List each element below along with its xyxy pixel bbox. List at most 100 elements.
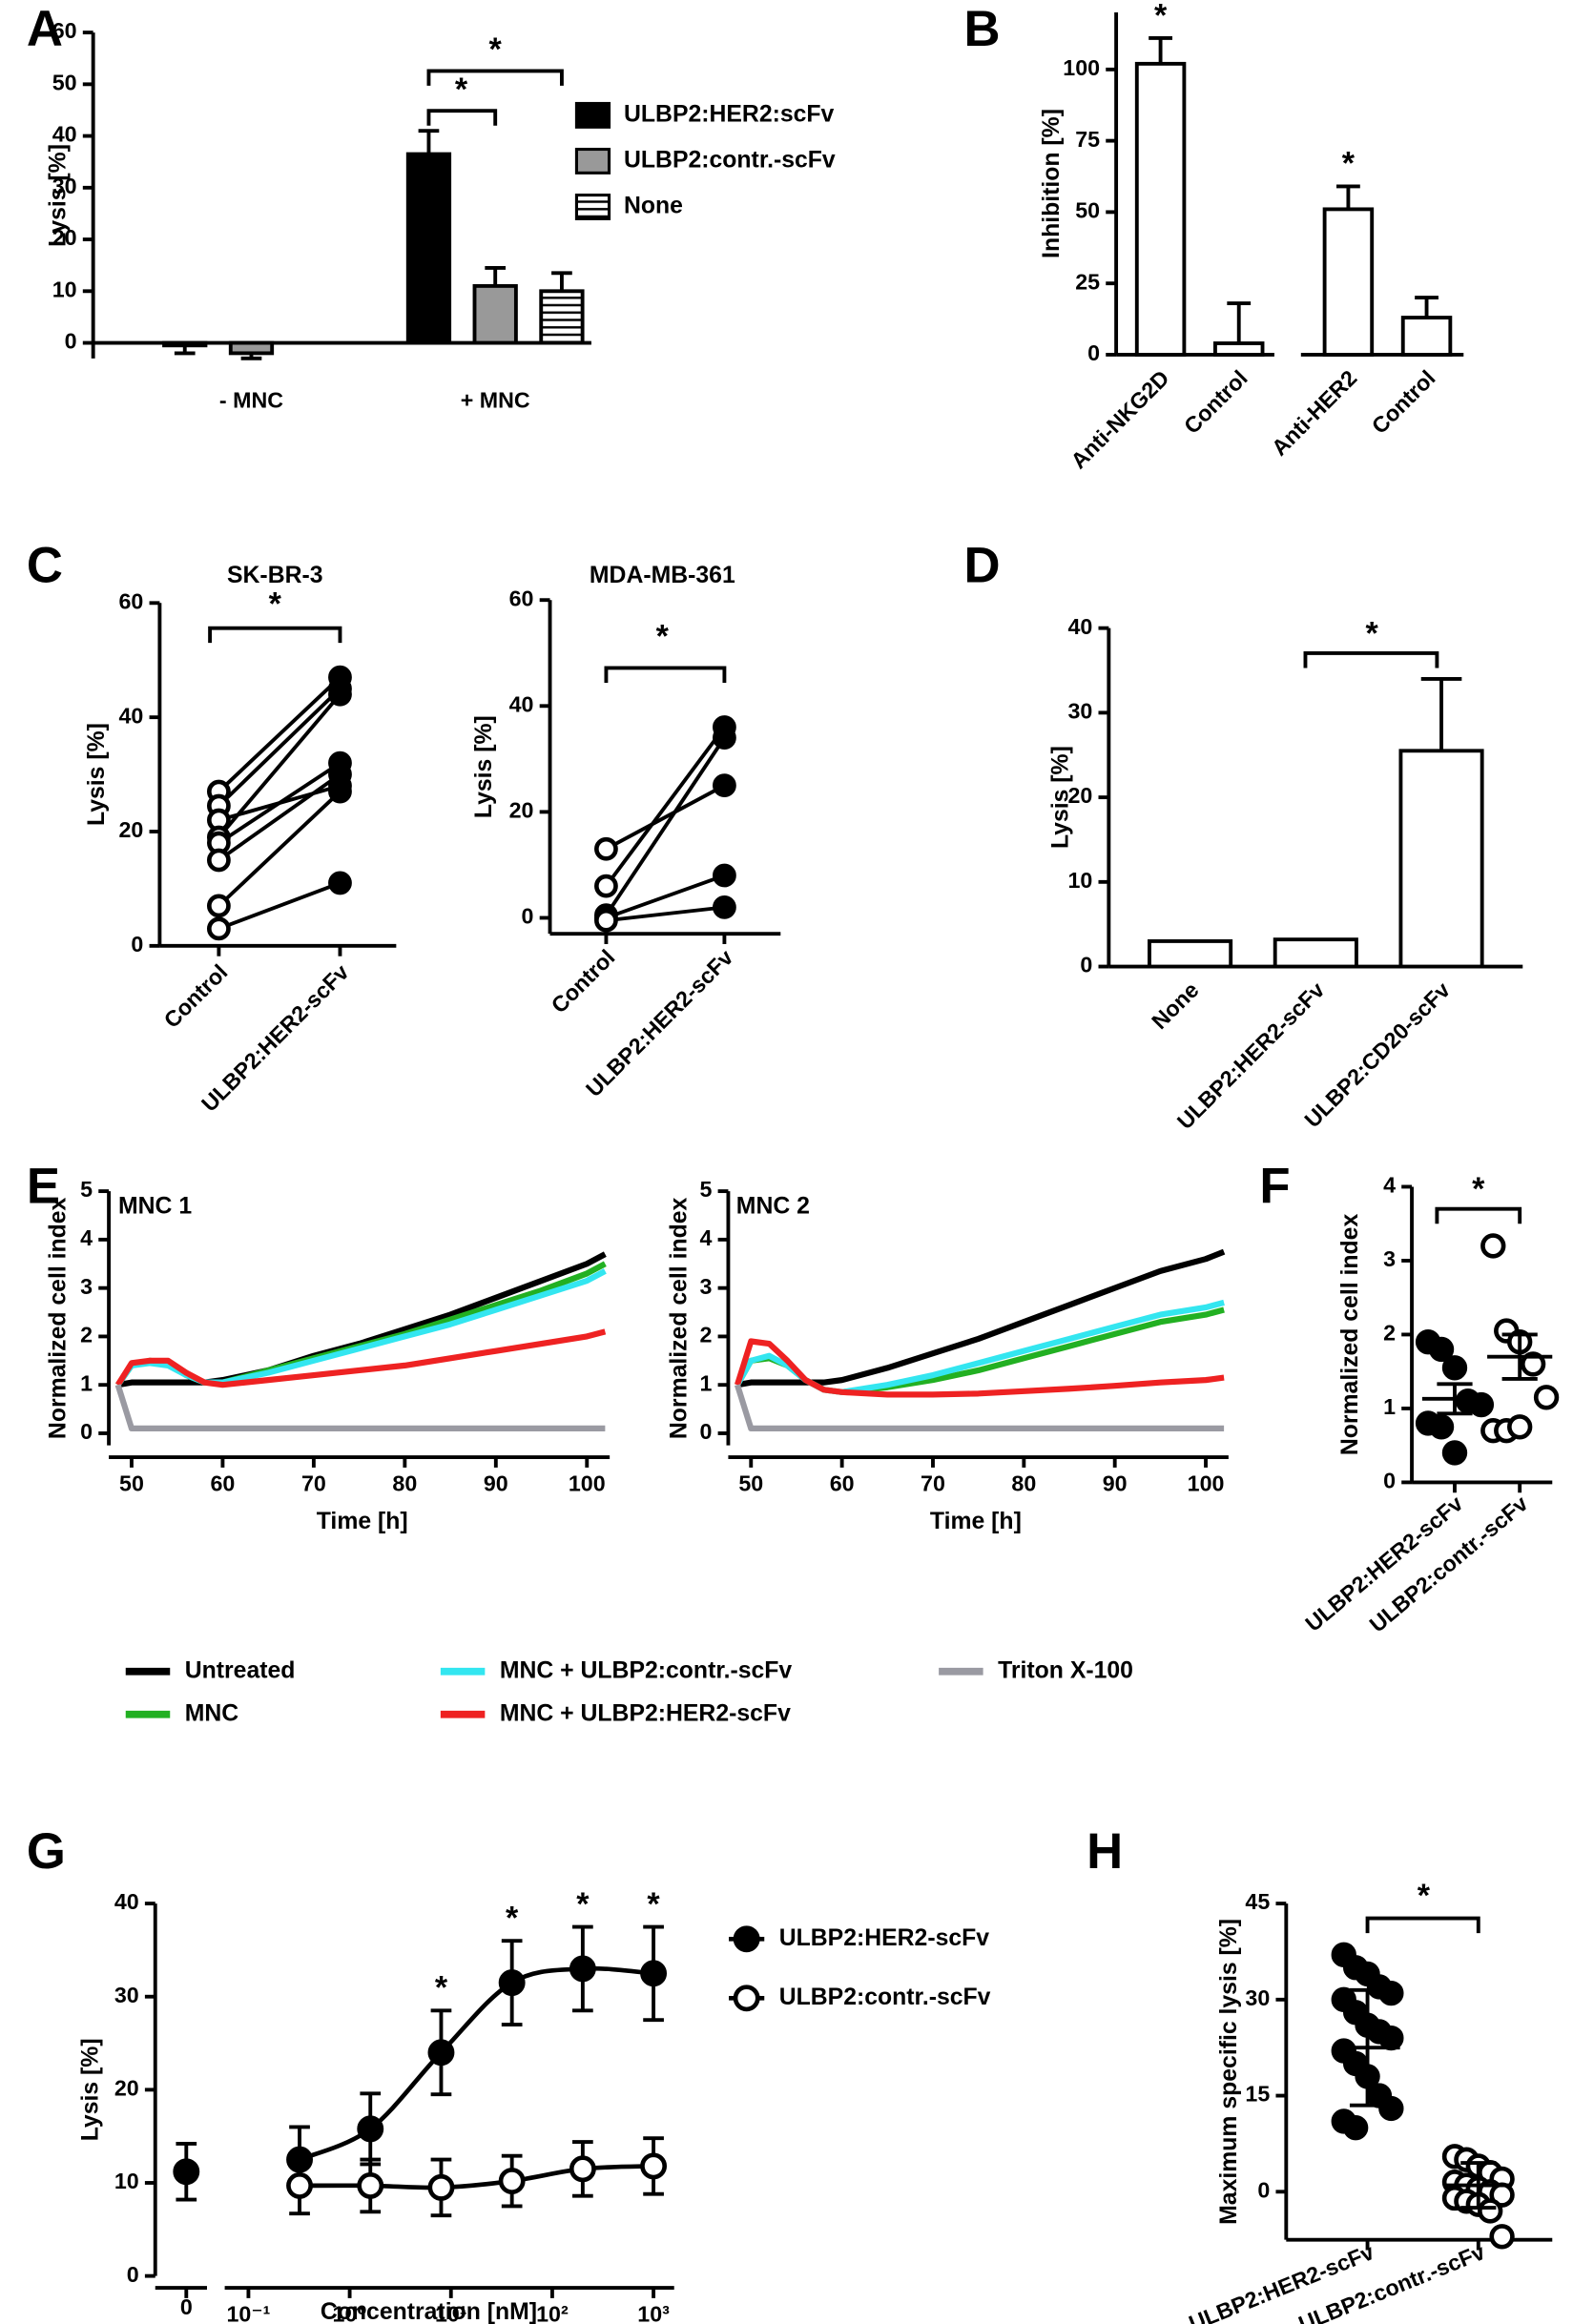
legend-swatch: [574, 101, 611, 129]
pair-line: [217, 687, 342, 808]
x-axis-label: Time [h]: [317, 1509, 408, 1534]
data-point: [206, 848, 231, 873]
y-axis-label: Lysis [%]: [78, 2038, 104, 2141]
significance-bracket: [208, 626, 342, 644]
significance-star: *: [1472, 1171, 1485, 1207]
significance-bracket: [1435, 1206, 1522, 1224]
significance-bracket: [1365, 1916, 1480, 1934]
error-bar: [551, 271, 572, 292]
bar: [472, 283, 518, 345]
significance-star: *: [576, 1886, 590, 1923]
y-axis-label: Lysis [%]: [46, 144, 72, 247]
error-bar: [1227, 301, 1252, 343]
data-point: [498, 2168, 526, 2194]
data-point: [427, 2173, 455, 2201]
data-point: [1378, 2025, 1404, 2051]
pair-line: [217, 772, 342, 862]
error-bar: [1437, 1382, 1473, 1416]
panel-label: H: [1087, 1823, 1123, 1880]
error-bar: [1415, 296, 1438, 319]
data-point: [640, 2152, 668, 2180]
y-tick-label: 20: [114, 2076, 139, 2101]
significance-star: *: [269, 586, 282, 622]
data-point: [594, 836, 618, 861]
bar: [539, 289, 585, 345]
x-tick-label: 10³: [637, 2302, 670, 2324]
y-tick-label: 2: [80, 1323, 93, 1347]
significance-star: *: [1418, 1878, 1431, 1914]
significance-star: *: [506, 1900, 519, 1936]
pair-line: [604, 726, 726, 888]
x-tick-label: - MNC: [219, 388, 283, 413]
data-point: [713, 773, 736, 798]
x-tick-label: 0: [180, 2294, 193, 2319]
panel-label: D: [963, 538, 1000, 594]
subplot-title: MNC 1: [118, 1194, 192, 1220]
bar: [228, 340, 275, 356]
y-tick-label: 1: [80, 1370, 93, 1395]
series-line: [736, 1248, 1226, 1388]
y-tick-label: 10: [114, 2169, 139, 2193]
data-point: [713, 895, 736, 919]
bar: [162, 340, 208, 348]
data-point: [427, 2039, 455, 2067]
fit-curve: [299, 1965, 654, 2162]
data-point: [713, 863, 736, 888]
significance-star: *: [1366, 615, 1379, 651]
y-tick-label: 3: [1383, 1246, 1396, 1271]
pair-line: [217, 761, 342, 845]
y-tick-label: 1: [1383, 1394, 1396, 1419]
data-point: [713, 726, 736, 751]
bar: [1398, 749, 1484, 969]
series-line: [114, 1384, 606, 1431]
y-tick-label: 0: [1257, 2177, 1270, 2202]
x-tick-label: 70: [921, 1471, 945, 1496]
x-tick-label: 10⁰: [333, 2302, 367, 2324]
y-tick-label: 3: [699, 1274, 712, 1299]
panel-label: G: [27, 1823, 66, 1880]
legend-label: Untreated: [185, 1657, 296, 1683]
y-axis-label: Normalized cell index: [666, 1197, 692, 1439]
y-tick-label: 60: [509, 586, 534, 610]
x-tick-label: 50: [738, 1471, 763, 1496]
significance-star: *: [1154, 0, 1168, 34]
legend-swatch: [574, 194, 611, 220]
y-tick-label: 0: [127, 2262, 139, 2287]
series-line: [735, 1384, 1225, 1431]
error-bar: [1149, 36, 1172, 64]
significance-star: *: [1342, 146, 1356, 182]
y-tick-label: 25: [1075, 269, 1100, 294]
data-point: [1342, 2114, 1369, 2141]
panel-label: F: [1259, 1158, 1290, 1214]
error-bar: [1336, 184, 1360, 210]
y-tick-label: 15: [1245, 2082, 1270, 2107]
y-tick-label: 5: [699, 1177, 712, 1202]
y-tick-label: 60: [119, 588, 144, 613]
y-axis-label: Lysis [%]: [471, 715, 497, 818]
y-tick-label: 10: [52, 277, 77, 301]
legend-label: MNC: [185, 1700, 239, 1726]
pair-line: [217, 881, 342, 931]
y-tick-label: 0: [1087, 340, 1100, 365]
pair-line: [606, 905, 725, 923]
panel-label: C: [27, 538, 63, 594]
y-tick-label: 0: [65, 329, 77, 354]
x-tick-label: 60: [210, 1471, 235, 1496]
data-point: [1428, 1414, 1455, 1440]
y-axis-label: Maximum specific lysis [%]: [1216, 1919, 1242, 2225]
y-tick-label: 20: [1067, 783, 1092, 808]
y-tick-label: 60: [52, 18, 77, 43]
y-tick-label: 4: [1383, 1173, 1396, 1198]
x-tick-label: Control: [159, 959, 233, 1033]
error-bar: [485, 265, 507, 286]
y-tick-label: 75: [1075, 127, 1100, 152]
fit-curve: [300, 2164, 654, 2190]
y-tick-label: 2: [1383, 1321, 1396, 1346]
data-point: [328, 871, 352, 895]
x-axis-label: Concentration [nM]: [321, 2299, 537, 2324]
y-tick-label: 2: [699, 1323, 712, 1347]
bar: [1148, 938, 1233, 969]
y-tick-label: 20: [52, 225, 77, 250]
